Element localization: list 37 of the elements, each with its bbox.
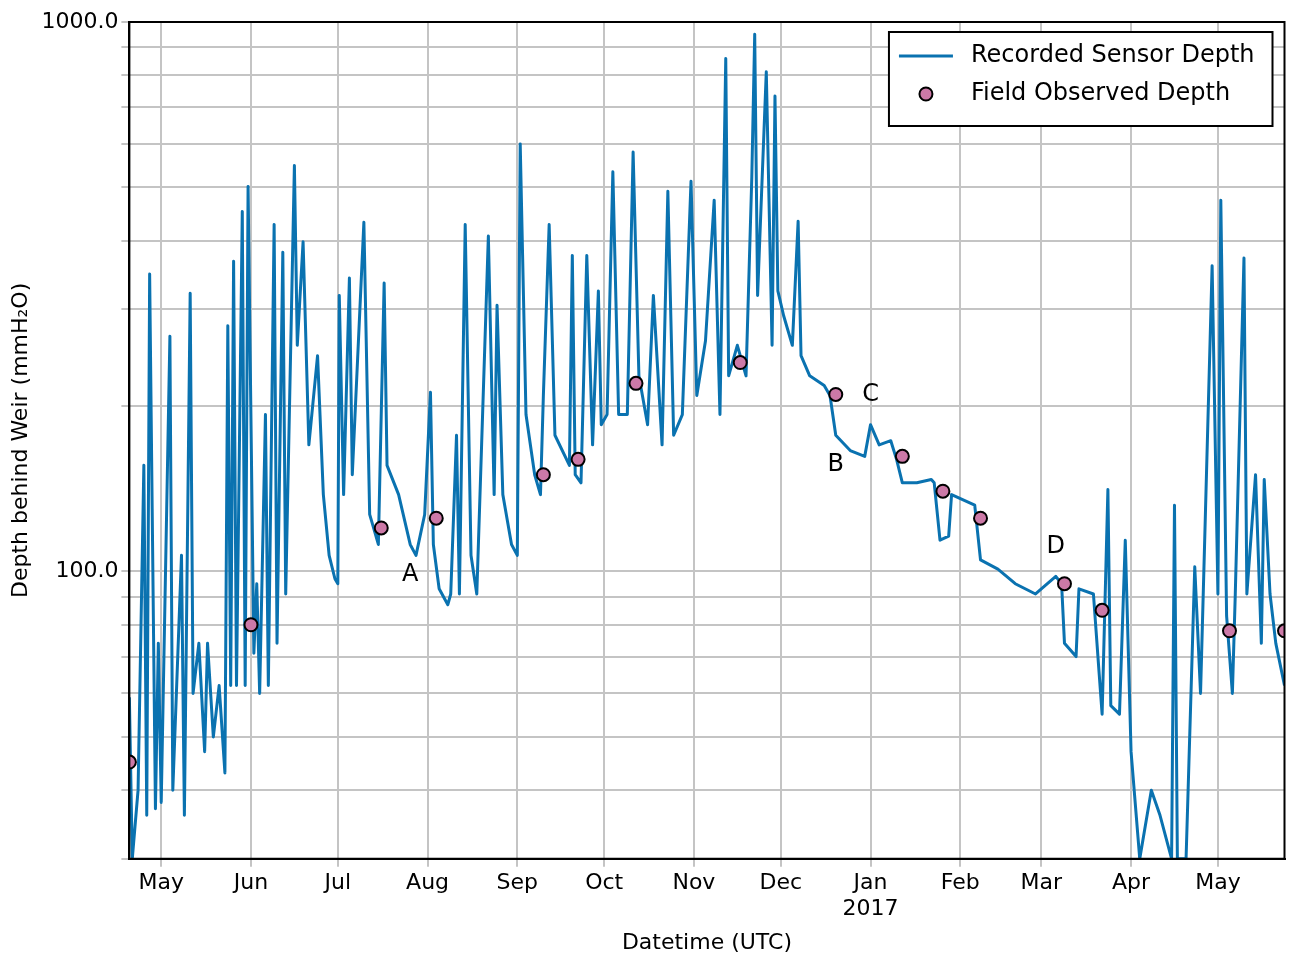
point: [428, 510, 444, 526]
point: [570, 451, 586, 467]
y-tick-label: 1000.0: [41, 7, 119, 33]
annotation: D: [1046, 530, 1066, 559]
legend-label: Field Observed Depth: [970, 78, 1231, 107]
x-tick-label: Mar: [1020, 868, 1064, 894]
x-tick-label: Jan 2017: [842, 868, 899, 921]
point: [894, 448, 910, 464]
annotation: B: [827, 449, 844, 478]
x-tick-label: Aug: [406, 868, 450, 894]
annotation: C: [862, 378, 879, 407]
x-axis-title: Datetime (UTC): [621, 928, 792, 954]
point: [1094, 602, 1110, 618]
point: [1056, 576, 1072, 592]
x-tick-label: Jun: [231, 868, 269, 894]
point: [935, 483, 951, 499]
point: [732, 355, 748, 371]
point: [243, 617, 259, 633]
x-tick-label: Oct: [585, 868, 624, 894]
y-tick-label: 100.0: [55, 557, 119, 583]
point: [973, 510, 989, 526]
point: [1221, 623, 1237, 639]
x-tick-label: Jul: [322, 868, 352, 894]
x-tick-label: Nov: [672, 868, 716, 894]
x-tick-label: Apr: [1112, 868, 1152, 894]
point: [535, 467, 551, 483]
annotation: A: [401, 558, 419, 587]
y-axis-title: Depth behind Weir (mmH₂O): [6, 282, 32, 599]
point: [828, 386, 844, 402]
x-tick-label: Feb: [940, 868, 980, 894]
point: [628, 375, 644, 391]
x-tick-label: Sep: [496, 868, 539, 894]
x-tick-label: May: [1195, 868, 1241, 894]
legend-label: Recorded Sensor Depth: [970, 40, 1255, 69]
point: [373, 520, 389, 536]
x-tick-label: Dec: [759, 868, 803, 894]
x-tick-label: May: [138, 868, 184, 894]
